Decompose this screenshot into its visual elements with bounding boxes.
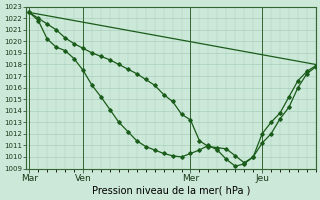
X-axis label: Pression niveau de la mer( hPa ): Pression niveau de la mer( hPa ) <box>92 186 250 196</box>
